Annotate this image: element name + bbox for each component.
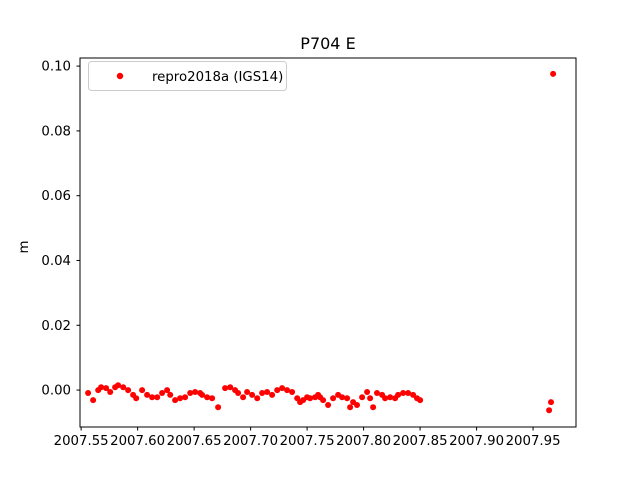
data-point <box>269 391 276 398</box>
data-point <box>400 390 407 396</box>
legend: repro2018a (IGS14) <box>88 61 287 91</box>
data-point <box>395 391 402 398</box>
y-tick-label: 0.02 <box>41 319 71 334</box>
data-point <box>279 385 286 392</box>
data-point <box>139 387 146 394</box>
data-point <box>187 390 194 396</box>
data-point <box>550 70 557 77</box>
data-point <box>240 394 247 401</box>
data-point <box>546 407 553 414</box>
scatter-series <box>85 70 557 414</box>
data-point <box>149 394 156 401</box>
data-point <box>222 385 229 392</box>
data-point <box>325 402 332 408</box>
data-point <box>107 389 114 395</box>
data-point <box>103 385 110 392</box>
data-point <box>354 402 360 408</box>
data-point <box>330 395 337 402</box>
data-point <box>259 390 266 396</box>
data-point <box>159 390 166 396</box>
data-point <box>548 399 554 406</box>
data-point <box>359 394 366 401</box>
x-tick-label: 2007.70 <box>223 434 278 449</box>
data-point <box>90 397 97 404</box>
y-axis-label: m <box>17 241 32 254</box>
y-axis: 0.00 0.02 0.04 0.06 0.08 0.10 <box>41 60 80 399</box>
y-tick-label: 0.10 <box>41 60 71 75</box>
data-point <box>364 389 371 395</box>
x-tick-label: 2007.65 <box>167 434 222 449</box>
data-point <box>125 387 132 394</box>
data-point <box>382 395 389 402</box>
y-tick-label: 0.08 <box>41 124 71 139</box>
x-tick-label: 2007.75 <box>280 434 335 449</box>
data-point <box>199 391 206 398</box>
legend-marker-red-dot-icon <box>116 72 124 80</box>
data-point <box>289 389 296 395</box>
x-tick-label: 2007.80 <box>336 434 391 449</box>
data-point <box>374 390 380 396</box>
data-point <box>370 404 377 411</box>
chart-title: P704 E <box>300 34 355 53</box>
y-tick-label: 0.06 <box>41 189 71 204</box>
data-point <box>215 404 222 411</box>
x-tick-label: 2007.55 <box>54 434 109 449</box>
data-point <box>254 395 261 402</box>
legend-box <box>88 61 287 91</box>
data-point <box>192 389 199 395</box>
data-point <box>307 395 314 402</box>
legend-label: repro2018a (IGS14) <box>152 70 283 85</box>
x-tick-label: 2007.60 <box>110 434 165 449</box>
data-point <box>98 384 105 391</box>
data-point <box>227 384 234 391</box>
data-point <box>410 391 417 398</box>
data-point <box>235 390 242 396</box>
data-point <box>405 390 412 396</box>
x-axis: 2007.55 2007.60 2007.65 2007.70 2007.75 2007.… <box>54 427 561 449</box>
data-point <box>133 395 140 402</box>
y-tick-label: 0.04 <box>41 254 71 269</box>
data-point <box>387 394 394 401</box>
x-tick-label: 2007.95 <box>506 434 561 449</box>
data-point <box>172 397 179 404</box>
data-point <box>209 395 216 402</box>
plot-area <box>79 57 577 428</box>
data-point <box>264 389 271 395</box>
y-tick-label: 0.00 <box>41 384 71 399</box>
data-point <box>284 387 291 394</box>
data-point <box>85 390 92 396</box>
data-point <box>249 391 256 398</box>
data-point <box>344 395 351 402</box>
data-point <box>177 395 184 402</box>
data-point <box>320 397 327 404</box>
data-point <box>244 389 251 395</box>
x-tick-label: 2007.90 <box>449 434 504 449</box>
data-point <box>164 387 171 394</box>
data-point <box>367 395 374 402</box>
data-point <box>274 387 281 394</box>
data-point <box>339 394 346 401</box>
data-point <box>347 404 354 411</box>
x-tick-label: 2007.85 <box>393 434 448 449</box>
data-point <box>115 382 122 389</box>
data-point <box>417 397 424 404</box>
data-point <box>154 394 161 401</box>
data-point <box>182 394 189 401</box>
data-point <box>120 384 127 391</box>
data-point <box>167 391 174 398</box>
data-point <box>144 391 151 398</box>
data-point <box>204 394 211 401</box>
